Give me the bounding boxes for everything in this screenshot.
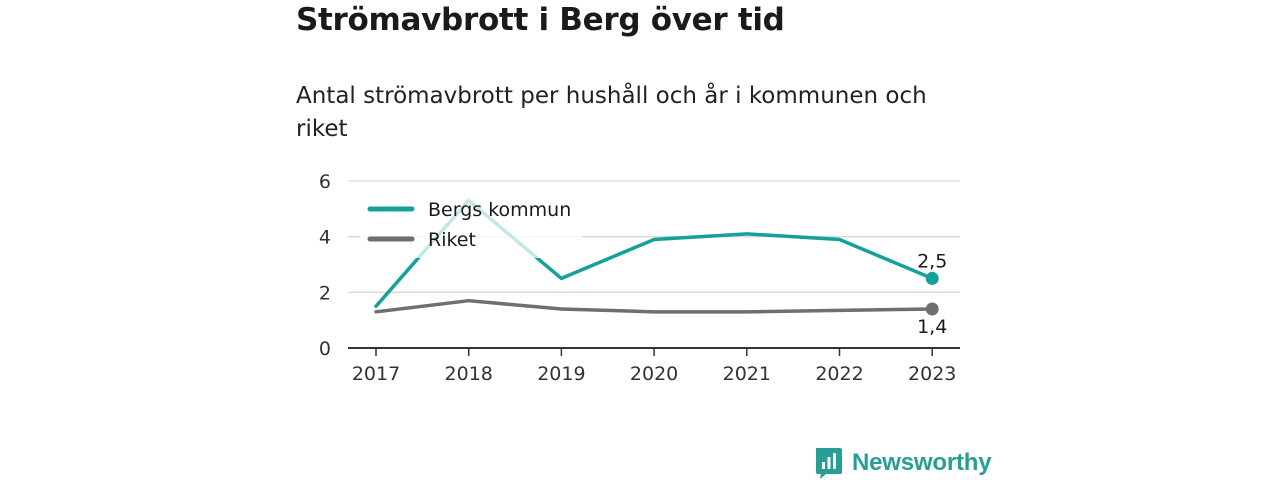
- end-label-bergs-kommun: 2,5: [917, 250, 947, 272]
- y-tick-label: 0: [319, 338, 331, 360]
- newsworthy-logo-icon: [816, 448, 842, 479]
- x-tick-label: 2020: [630, 363, 678, 385]
- y-tick-label: 2: [319, 282, 331, 304]
- x-tick-label: 2018: [445, 363, 493, 385]
- legend-label: Riket: [428, 229, 476, 251]
- chart-subtitle: Antal strömavbrott per hushåll och år i …: [296, 83, 927, 142]
- y-tick-label: 6: [319, 171, 331, 193]
- end-labels: 2,5 1,4: [917, 250, 947, 338]
- x-tick-label: 2021: [723, 363, 771, 385]
- x-tick-label: 2023: [908, 363, 956, 385]
- end-label-riket: 1,4: [917, 316, 947, 338]
- x-tick-label: 2019: [537, 363, 585, 385]
- legend: Bergs kommun Riket: [360, 192, 582, 258]
- y-axis-ticks: 0 2 4 6: [319, 171, 331, 360]
- legend-background: [360, 192, 582, 258]
- x-tick-label: 2022: [815, 363, 863, 385]
- end-point-bergs-kommun: [925, 271, 939, 285]
- brand-logo: Newsworthy: [814, 446, 992, 480]
- brand-name: Newsworthy: [852, 449, 992, 476]
- end-point-riket: [925, 302, 939, 316]
- y-tick-label: 4: [319, 227, 331, 249]
- x-axis: 2017 2018 2019 2020 2021 2022 2023: [348, 347, 960, 385]
- series-line-riket: [374, 298, 934, 314]
- chart-title: Strömavbrott i Berg över tid: [296, 2, 785, 38]
- x-tick-label: 2017: [352, 363, 400, 385]
- legend-label: Bergs kommun: [428, 199, 571, 221]
